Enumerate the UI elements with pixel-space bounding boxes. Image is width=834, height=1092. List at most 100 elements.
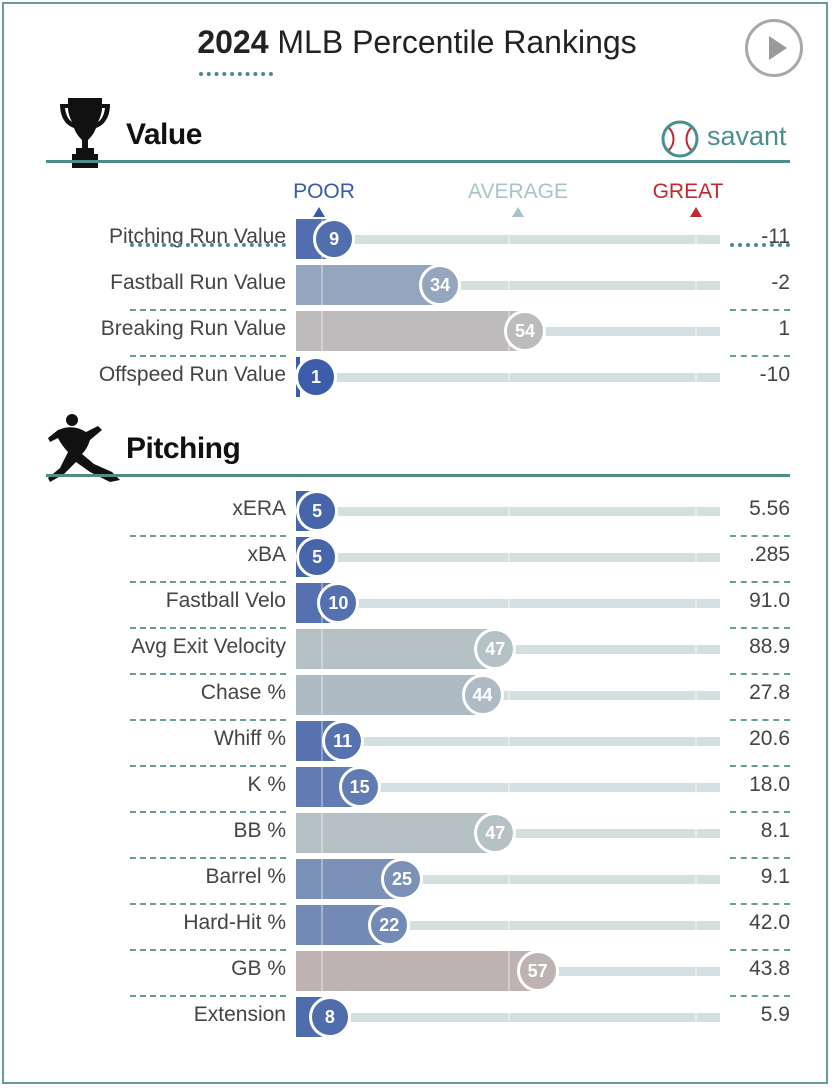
metric-value: 27.8 xyxy=(749,681,790,704)
metric-label: K % xyxy=(247,773,286,796)
reference-line xyxy=(321,629,323,669)
percentile-badge[interactable]: 8 xyxy=(308,996,351,1038)
metric-value: 9.1 xyxy=(760,865,790,888)
row-separator xyxy=(730,309,790,311)
row-separator xyxy=(730,995,790,997)
bar-track xyxy=(296,737,720,746)
metric-value: 42.0 xyxy=(749,911,790,934)
percentile-badge[interactable]: 9 xyxy=(313,218,356,260)
reference-line xyxy=(695,219,697,259)
row-separator xyxy=(130,995,286,997)
bar-track xyxy=(296,235,720,244)
metric-label: GB % xyxy=(231,957,286,980)
axis-label-poor: POOR xyxy=(293,180,355,203)
row-separator xyxy=(730,243,790,247)
row-separator xyxy=(130,673,286,675)
percentile-badge[interactable]: 54 xyxy=(503,310,546,352)
percentile-badge[interactable]: 25 xyxy=(381,858,423,900)
bar-track xyxy=(296,1013,720,1022)
row-separator xyxy=(730,719,790,721)
row-separator xyxy=(130,765,286,767)
reference-line xyxy=(695,813,697,853)
reference-line xyxy=(695,311,697,351)
axis-arrow-great xyxy=(690,207,702,217)
metric-value: 18.0 xyxy=(749,773,790,796)
bar-track xyxy=(296,875,720,884)
metric-value: 91.0 xyxy=(749,589,790,612)
reference-line xyxy=(695,629,697,669)
percentile-badge[interactable]: 15 xyxy=(338,766,381,808)
bar-track xyxy=(296,691,720,700)
metric-label: Fastball Run Value xyxy=(110,271,286,294)
reference-line xyxy=(508,859,510,899)
row-separator xyxy=(130,243,286,247)
metric-value: 1 xyxy=(778,317,790,340)
reference-line xyxy=(321,265,323,305)
percentile-badge[interactable]: 10 xyxy=(317,582,360,624)
reference-line xyxy=(321,311,323,351)
percentile-badge[interactable]: 47 xyxy=(474,628,517,670)
metric-label: xERA xyxy=(232,497,286,520)
row-separator xyxy=(130,811,286,813)
metric-value: 20.6 xyxy=(749,727,790,750)
metric-value: 5.9 xyxy=(760,1003,790,1026)
row-separator xyxy=(130,719,286,721)
reference-line xyxy=(321,951,323,991)
percentile-badge[interactable]: 47 xyxy=(474,812,517,854)
metric-label: Chase % xyxy=(200,681,286,704)
title-year: 2024 xyxy=(197,24,269,60)
metric-value: 8.1 xyxy=(760,819,790,842)
reference-line xyxy=(321,905,323,945)
row-separator xyxy=(730,903,790,905)
bar-track xyxy=(296,373,720,382)
row-separator xyxy=(730,949,790,951)
axis-label-great: GREAT xyxy=(652,180,724,203)
row-separator xyxy=(130,627,286,629)
percentile-badge[interactable]: 57 xyxy=(516,950,559,992)
row-separator xyxy=(730,857,790,859)
metric-label: Offspeed Run Value xyxy=(98,363,286,386)
percentile-badge[interactable]: 44 xyxy=(461,674,504,716)
metric-label: Extension xyxy=(193,1003,286,1026)
metric-value: -2 xyxy=(771,271,790,294)
percentile-badge[interactable]: 34 xyxy=(419,264,462,306)
pitcher-icon xyxy=(48,414,120,482)
bar-track xyxy=(296,921,720,930)
reference-line xyxy=(508,905,510,945)
bar-fill xyxy=(296,951,538,991)
percentile-badge[interactable]: 1 xyxy=(295,356,337,398)
baseball-icon xyxy=(661,120,699,158)
metric-label: BB % xyxy=(233,819,286,842)
row-separator xyxy=(730,765,790,767)
reference-line xyxy=(508,357,510,397)
page-title: 2024 MLB Percentile Rankings xyxy=(0,24,834,61)
trophy-icon xyxy=(60,98,110,168)
reference-line xyxy=(695,997,697,1037)
axis-label-average: AVERAGE xyxy=(468,180,568,203)
percentile-badge[interactable]: 5 xyxy=(296,490,339,532)
reference-line xyxy=(508,951,510,991)
metric-label: Barrel % xyxy=(205,865,286,888)
play-button[interactable] xyxy=(745,19,803,77)
metric-value: 43.8 xyxy=(749,957,790,980)
percentile-badge[interactable]: 5 xyxy=(296,536,339,578)
metric-label: Whiff % xyxy=(214,727,286,750)
percentile-badge[interactable]: 22 xyxy=(368,904,411,946)
percentile-badge[interactable]: 11 xyxy=(321,720,364,762)
row-separator xyxy=(130,903,286,905)
reference-line xyxy=(321,675,323,715)
metric-value: 88.9 xyxy=(749,635,790,658)
reference-line xyxy=(695,859,697,899)
row-separator xyxy=(130,309,286,311)
reference-line xyxy=(695,905,697,945)
section-divider-value xyxy=(46,160,790,163)
bar-fill xyxy=(296,265,441,305)
metric-value: 5.56 xyxy=(749,497,790,520)
reference-line xyxy=(695,583,697,623)
row-separator xyxy=(730,673,790,675)
play-icon xyxy=(769,36,787,60)
reference-line xyxy=(321,813,323,853)
section-divider-pitching xyxy=(46,474,790,477)
metric-label: Avg Exit Velocity xyxy=(131,635,286,658)
reference-line xyxy=(508,675,510,715)
